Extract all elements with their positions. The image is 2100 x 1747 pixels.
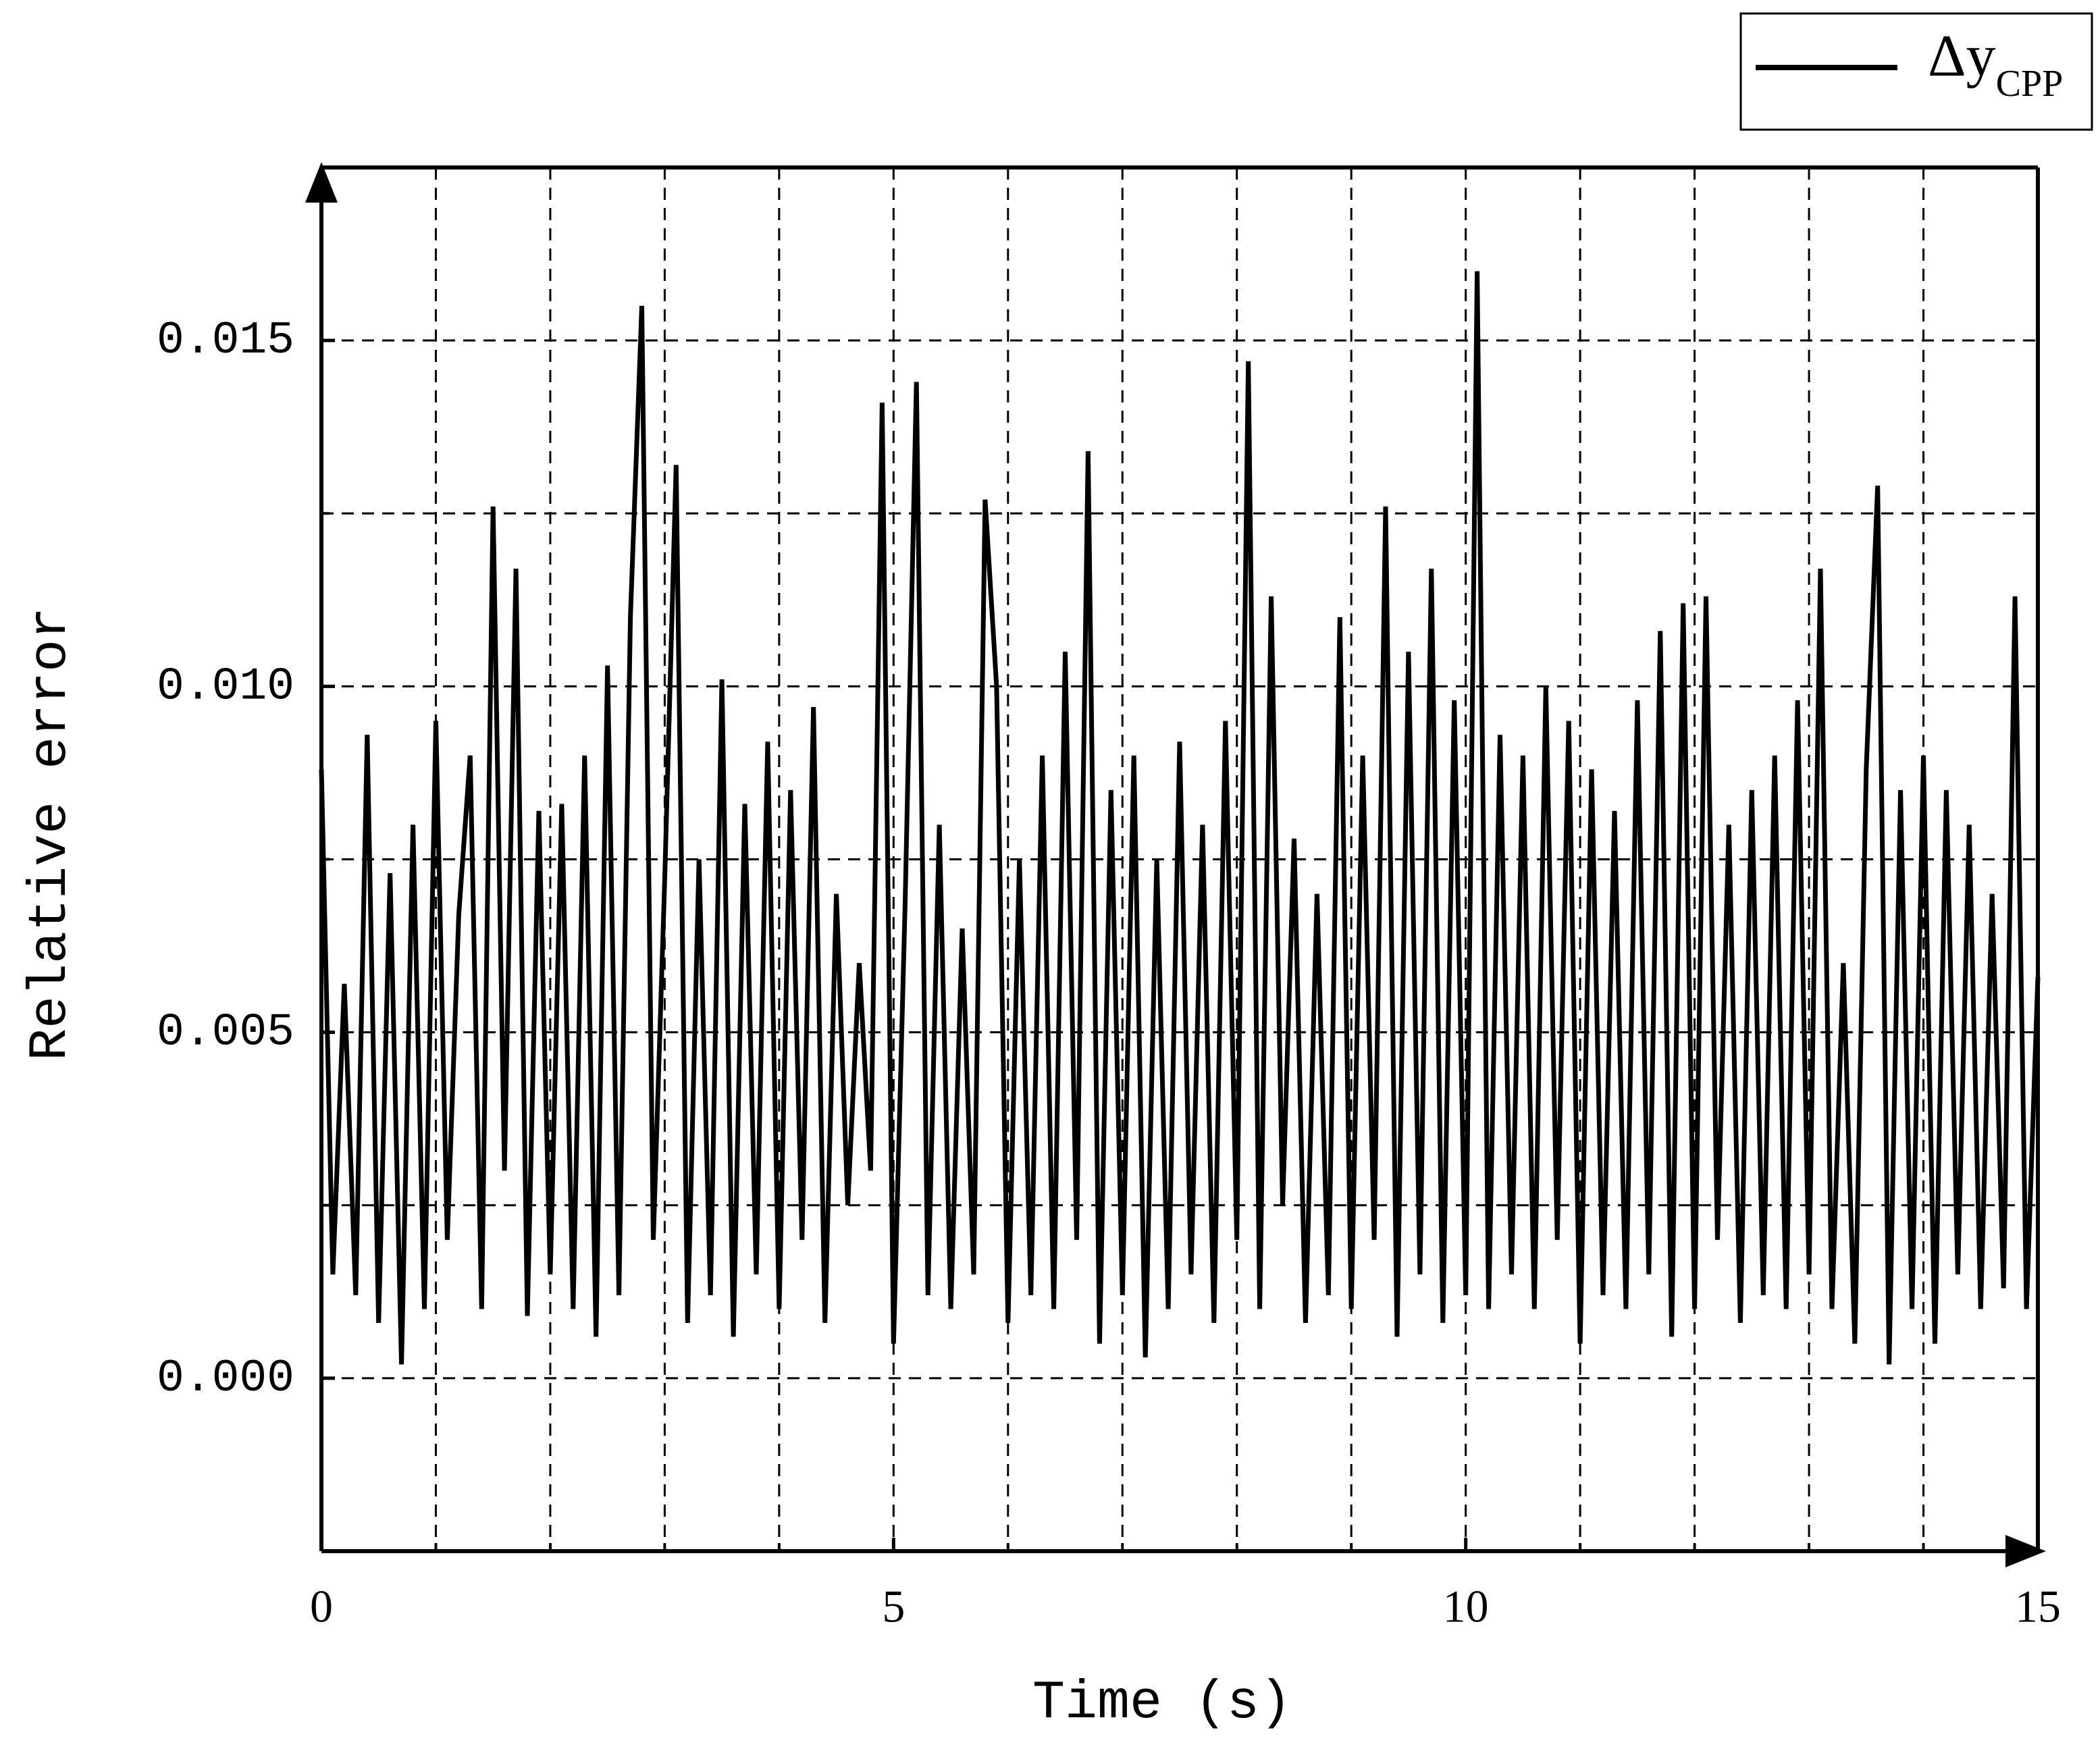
x-tick-label: 0 — [310, 1581, 333, 1632]
legend-label: ΔyCPP — [1928, 24, 2063, 105]
legend-label-main: Δy — [1928, 24, 1996, 89]
legend-label-subscript: CPP — [1996, 63, 2064, 105]
plot-area — [319, 271, 2041, 1365]
y-tick-label: 0.005 — [157, 1007, 294, 1059]
x-tick-label: 5 — [882, 1581, 905, 1632]
data-line — [319, 271, 2041, 1365]
y-axis-arrow — [305, 162, 338, 203]
y-tick-label: 0.000 — [157, 1353, 294, 1405]
legend: ΔyCPP — [1739, 12, 2093, 131]
axes-frame — [305, 162, 2046, 1567]
x-tick-label: 10 — [1443, 1581, 1489, 1632]
x-tick-label: 15 — [2015, 1581, 2061, 1632]
y-tick-label: 0.010 — [157, 660, 294, 712]
ticks: 0 5 10 15 0.000 0.005 0.010 0.015 — [157, 315, 2061, 1632]
y-tick-label: 0.015 — [157, 315, 294, 367]
x-axis-label: Time (s) — [1032, 1673, 1292, 1734]
y-axis-label: Relative error — [20, 607, 82, 1061]
x-axis-arrow — [2005, 1535, 2046, 1567]
grid — [320, 167, 2039, 1551]
legend-box — [1739, 12, 2093, 131]
